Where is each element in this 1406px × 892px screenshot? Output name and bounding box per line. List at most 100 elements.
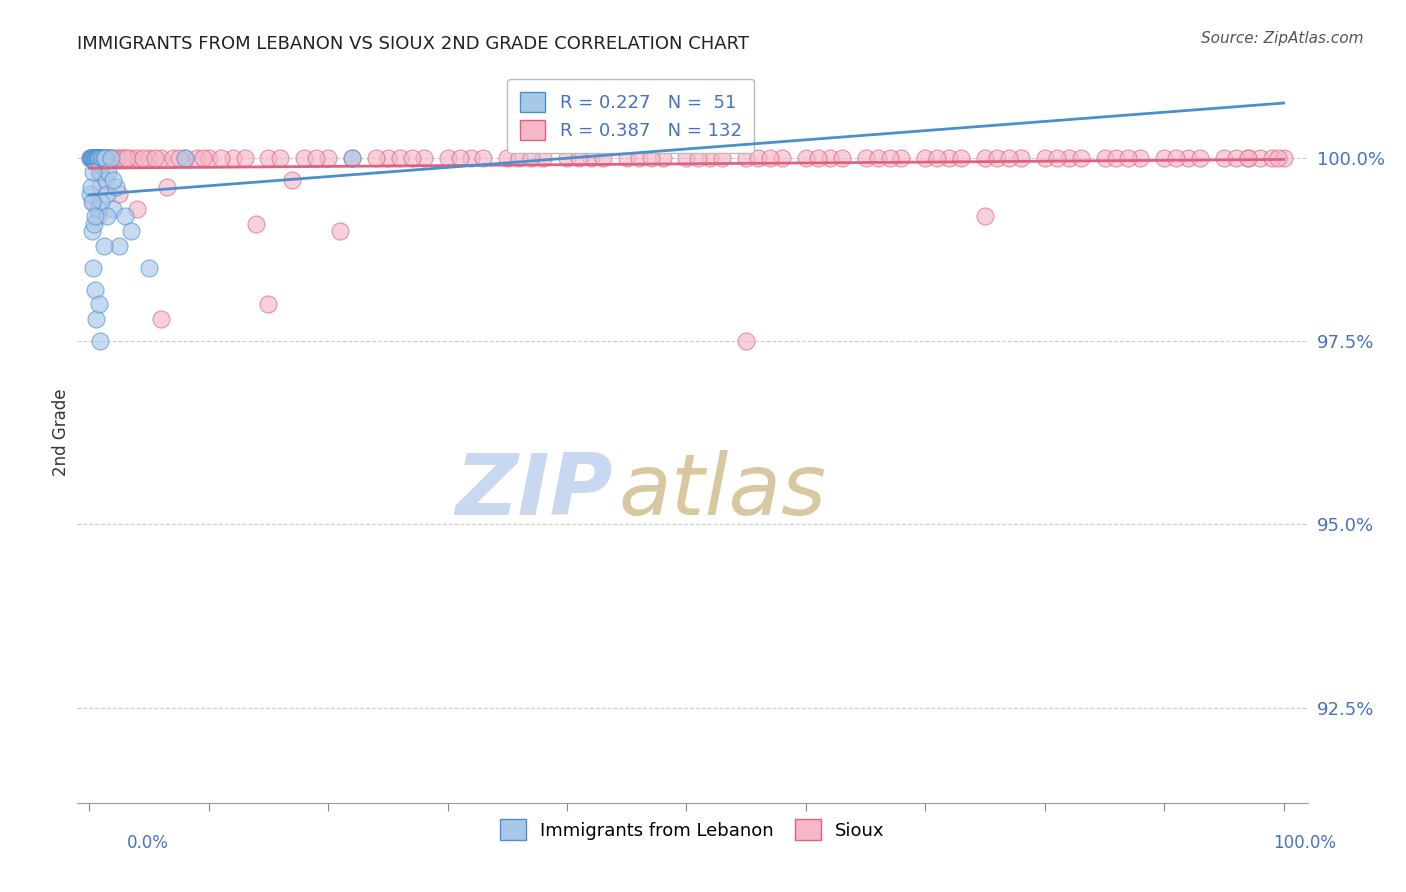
Text: atlas: atlas <box>619 450 827 533</box>
Point <box>84 151 107 165</box>
Point <box>97 165 120 179</box>
Point <box>167 151 190 165</box>
Legend: Immigrants from Lebanon, Sioux: Immigrants from Lebanon, Sioux <box>491 811 894 849</box>
Point <box>87 165 110 179</box>
Point <box>1153 151 1175 165</box>
Point <box>1267 151 1289 165</box>
Point <box>855 151 877 165</box>
Point <box>1166 151 1188 165</box>
Point <box>938 151 960 165</box>
Point <box>1272 151 1295 165</box>
Point <box>80 151 103 165</box>
Point <box>87 151 110 165</box>
Point <box>138 260 160 275</box>
Point <box>1177 151 1199 165</box>
Point <box>1118 151 1140 165</box>
Point <box>89 334 111 348</box>
Point <box>998 151 1021 165</box>
Point <box>1189 151 1212 165</box>
Point <box>950 151 973 165</box>
Point <box>245 217 267 231</box>
Point <box>79 187 101 202</box>
Point <box>974 210 997 224</box>
Point <box>688 151 710 165</box>
Point <box>90 151 112 165</box>
Point <box>86 151 108 165</box>
Point <box>555 151 578 165</box>
Point <box>759 151 782 165</box>
Point <box>257 297 280 311</box>
Point <box>82 151 104 165</box>
Point <box>86 312 108 326</box>
Point <box>90 151 112 165</box>
Point <box>86 151 108 165</box>
Point <box>87 297 110 311</box>
Point <box>101 172 124 186</box>
Point <box>1057 151 1080 165</box>
Point <box>449 151 471 165</box>
Point <box>879 151 901 165</box>
Point <box>89 180 111 194</box>
Point <box>82 194 104 209</box>
Point <box>114 151 136 165</box>
Point <box>108 187 131 202</box>
Point <box>818 151 841 165</box>
Y-axis label: 2nd Grade: 2nd Grade <box>52 389 70 476</box>
Point <box>568 151 591 165</box>
Point <box>735 334 758 348</box>
Point <box>831 151 853 165</box>
Point <box>149 151 172 165</box>
Text: ZIP: ZIP <box>456 450 613 533</box>
Point <box>82 260 104 275</box>
Point <box>79 151 101 165</box>
Point <box>1129 151 1152 165</box>
Point <box>508 151 530 165</box>
Point <box>340 151 363 165</box>
Point <box>91 151 114 165</box>
Point <box>90 194 112 209</box>
Point <box>89 165 111 179</box>
Point <box>1046 151 1069 165</box>
Point <box>340 151 363 165</box>
Point <box>108 238 131 252</box>
Point <box>496 151 519 165</box>
Point <box>651 151 673 165</box>
Point <box>83 151 105 165</box>
Point <box>794 151 817 165</box>
Point <box>117 151 139 165</box>
Point <box>1261 151 1284 165</box>
Point <box>100 151 122 165</box>
Point <box>83 151 105 165</box>
Point <box>436 151 458 165</box>
Point <box>460 151 482 165</box>
Point <box>82 151 104 165</box>
Point <box>96 210 118 224</box>
Point <box>82 151 104 165</box>
Point <box>87 151 110 165</box>
Point <box>269 151 291 165</box>
Point <box>83 210 105 224</box>
Point <box>89 151 111 165</box>
Point <box>592 151 614 165</box>
Point <box>89 151 111 165</box>
Point <box>80 151 103 165</box>
Point <box>747 151 769 165</box>
Point <box>96 187 118 202</box>
Point <box>132 151 155 165</box>
Point <box>257 151 280 165</box>
Point <box>531 151 554 165</box>
Point <box>114 210 136 224</box>
Text: 100.0%: 100.0% <box>1272 834 1336 852</box>
Point <box>149 312 172 326</box>
Point <box>927 151 949 165</box>
Point <box>93 151 115 165</box>
Point <box>125 151 148 165</box>
Point <box>412 151 434 165</box>
Point <box>401 151 423 165</box>
Point <box>82 151 104 165</box>
Text: Source: ZipAtlas.com: Source: ZipAtlas.com <box>1201 31 1364 46</box>
Point <box>94 151 117 165</box>
Point <box>80 224 103 238</box>
Point <box>162 151 184 165</box>
Point <box>1225 151 1247 165</box>
